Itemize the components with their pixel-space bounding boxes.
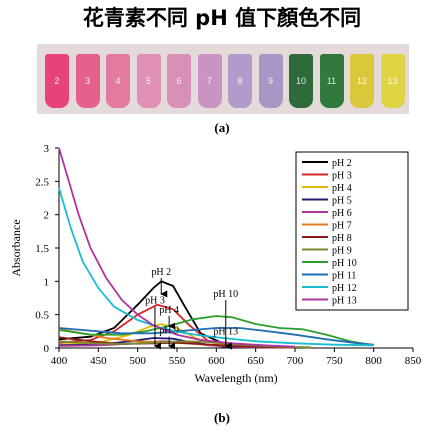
test-tube-6: 6	[167, 54, 191, 108]
test-tube-4: 4	[106, 54, 130, 108]
test-tube-label: 13	[387, 76, 398, 86]
x-tick-label: 450	[90, 355, 107, 367]
legend-item-label: pH 4	[332, 183, 352, 194]
test-tube-label: 12	[356, 76, 367, 86]
test-tube-label: 5	[145, 76, 151, 86]
legend-item-label: pH 7	[332, 221, 352, 232]
x-tick-label: 750	[326, 355, 343, 367]
test-tube-12: 12	[350, 54, 374, 108]
annotation-label: pH 2	[151, 267, 171, 278]
test-tube-label: 10	[295, 76, 306, 86]
annotation-label: pH 10	[213, 289, 238, 300]
y-tick-label: 0.5	[35, 310, 49, 322]
annotation-label: pH 13	[213, 326, 238, 337]
series-line-ph-13	[58, 147, 296, 348]
legend-item-label: pH 3	[332, 171, 352, 182]
figure-title: 花青素不同 pH 值下顏色不同	[82, 6, 362, 30]
legend-item-label: pH 2	[332, 158, 352, 169]
legend-item-label: pH 13	[332, 296, 357, 307]
x-tick-label: 800	[365, 355, 382, 367]
test-tube-3: 3	[75, 54, 100, 108]
annotation-label: pH 4	[159, 305, 179, 316]
x-tick-label: 550	[169, 355, 186, 367]
legend-item-label: pH 8	[332, 233, 352, 244]
test-tube-label: 4	[115, 76, 121, 86]
y-axis-label: Absorbance	[9, 219, 23, 276]
test-tube-label: 2	[54, 76, 60, 86]
y-tick-label: 1.5	[35, 243, 49, 255]
y-tick-label: 1	[44, 276, 50, 288]
test-tube-label: 3	[84, 76, 90, 86]
legend-item-label: pH 5	[332, 196, 352, 207]
test-tube-8: 8	[228, 54, 252, 108]
y-tick-label: 0	[44, 343, 50, 355]
x-tick-label: 600	[208, 355, 225, 367]
test-tube-2: 2	[45, 54, 69, 108]
photo-caption: (a)	[214, 120, 230, 135]
test-tube-label: 11	[326, 76, 337, 86]
legend-item-label: pH 11	[332, 271, 356, 282]
legend-item-label: pH 12	[332, 283, 357, 294]
y-tick-label: 3	[44, 143, 50, 155]
legend-item-label: pH 6	[332, 208, 352, 219]
test-tube-11: 11	[319, 54, 344, 108]
x-axis-label: Wavelength (nm)	[194, 371, 277, 385]
absorbance-chart: 400 450 500 550 600 650 700 750 800 850 0 0.5 1 1.5 2 2…	[9, 143, 422, 385]
x-tick-label: 400	[51, 355, 68, 367]
test-tube-label: 6	[176, 76, 182, 86]
test-tube-7: 7	[197, 54, 222, 108]
test-tube-label: 9	[267, 76, 273, 86]
annotation-label: pH 9	[159, 326, 179, 337]
x-tick-label: 500	[129, 355, 146, 367]
x-tick-label: 700	[287, 355, 304, 367]
test-tube-5: 5	[136, 54, 161, 108]
y-tick-label: 2.5	[35, 176, 49, 188]
test-tube-10: 10	[289, 54, 313, 108]
test-tube-9: 9	[258, 54, 283, 108]
chart-caption: (b)	[214, 410, 230, 425]
x-tick-label: 650	[247, 355, 264, 367]
y-tick-label: 2	[44, 210, 50, 222]
annotation-label: pH 3	[145, 296, 165, 307]
series-line-ph-11	[58, 327, 374, 346]
test-tube-13: 13	[380, 54, 405, 108]
legend-box	[295, 151, 409, 311]
series-line-ph-8	[58, 336, 295, 349]
test-tube-label: 7	[206, 76, 212, 86]
test-tube-photo: 2 3 4 5 6 7 8 9 10 11 12 13	[37, 44, 409, 114]
test-tube-label: 8	[237, 76, 243, 86]
x-tick-label: 850	[405, 355, 422, 367]
legend-item-label: pH 10	[332, 258, 357, 269]
legend-item-label: pH 9	[332, 246, 352, 257]
